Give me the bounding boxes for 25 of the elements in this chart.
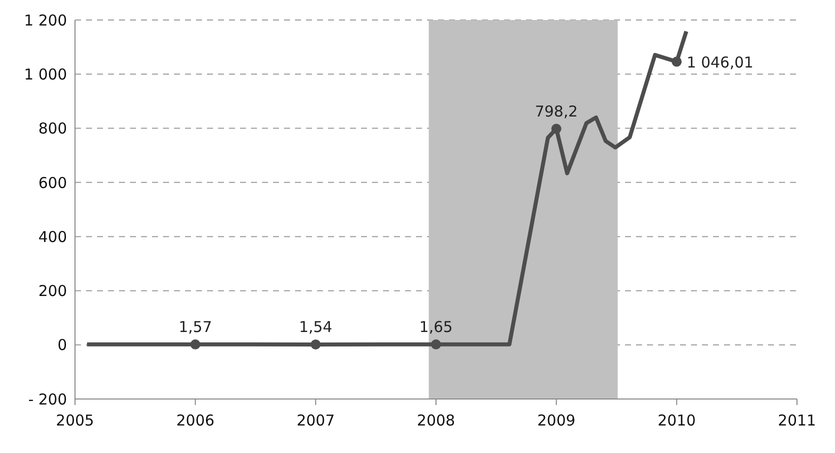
x-tick-label: 2009 [537, 412, 576, 430]
x-tick-label: 2006 [176, 412, 214, 430]
data-label: 1,54 [298, 318, 332, 336]
y-tick-label: 600 [38, 174, 67, 192]
point [551, 124, 562, 134]
point [190, 339, 200, 350]
point [672, 56, 682, 67]
y-tick-label: 800 [38, 120, 67, 138]
x-tick-label: 2005 [56, 412, 94, 430]
data-label: 1,65 [419, 318, 453, 336]
point [431, 339, 441, 350]
y-tick-label: 0 [57, 336, 67, 354]
x-tick-label: 2010 [658, 412, 696, 430]
x-tick-label: 2011 [778, 412, 816, 430]
y-tick-label: 1 000 [24, 65, 67, 84]
y-tick-label: 1 200 [24, 11, 67, 30]
x-tick-label: 2007 [296, 412, 335, 430]
y-tick-label: 400 [38, 228, 67, 246]
data-label: 1 046,01 [686, 54, 754, 72]
x-tick-label: 2008 [416, 412, 456, 430]
y-tick-label: 200 [38, 282, 67, 300]
y-tick-label: - 200 [28, 390, 67, 408]
data-label: 1,57 [178, 318, 212, 336]
point [310, 339, 321, 350]
data-label: 798,2 [534, 102, 578, 120]
